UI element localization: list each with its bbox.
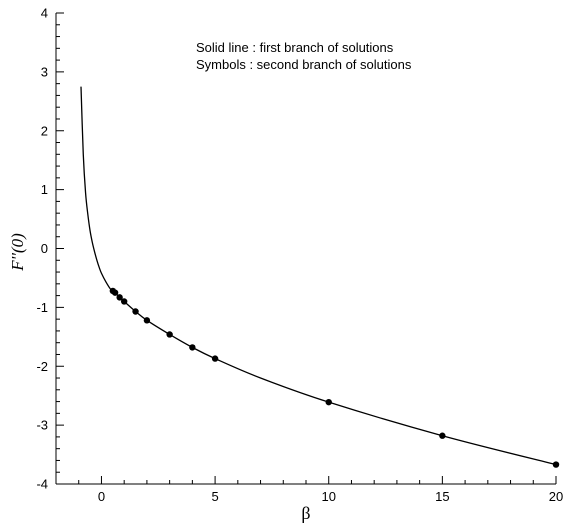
y-tick-label: -1 (36, 300, 48, 315)
y-tick-label: 0 (41, 241, 48, 256)
axes (55, 13, 556, 485)
second-branch-point (120, 298, 128, 305)
series (80, 86, 560, 468)
x-tick-label: 20 (549, 489, 563, 504)
y-tick-label: 2 (41, 123, 48, 138)
second-branch-point (132, 308, 139, 315)
annotation-first-branch: Solid line : first branch of solutions (196, 40, 394, 55)
x-tick-label: 10 (321, 489, 335, 504)
second-branch-point (166, 331, 173, 338)
second-branch-point (111, 289, 119, 296)
tick-labels: 0 5 10 15 20 -4 -3 -2 -1 0 1 2 3 4 (36, 6, 563, 505)
second-branch-point (552, 461, 560, 468)
x-tick-label: 5 (211, 489, 218, 504)
x-tick-label: 15 (435, 489, 449, 504)
x-axis-label: β (301, 503, 310, 523)
y-tick-label: 3 (41, 64, 48, 79)
second-branch-point (211, 355, 219, 362)
y-tick-label: -2 (36, 359, 48, 374)
ticks (55, 12, 557, 485)
second-branch-point (189, 344, 196, 351)
y-tick-label: -4 (36, 477, 48, 492)
x-tick-label: 0 (98, 489, 105, 504)
second-branch-point (325, 398, 332, 406)
annotation-second-branch: Symbols : second branch of solutions (196, 57, 412, 72)
second-branch-point (439, 432, 446, 439)
second-branch-point (143, 317, 151, 324)
y-axis-label: F''(0) (8, 233, 27, 272)
y-tick-label: 4 (41, 6, 48, 21)
y-tick-label: 1 (41, 182, 48, 197)
first-branch-line (80, 86, 557, 466)
y-tick-label: -3 (36, 418, 48, 433)
second-branch-point (116, 294, 123, 301)
